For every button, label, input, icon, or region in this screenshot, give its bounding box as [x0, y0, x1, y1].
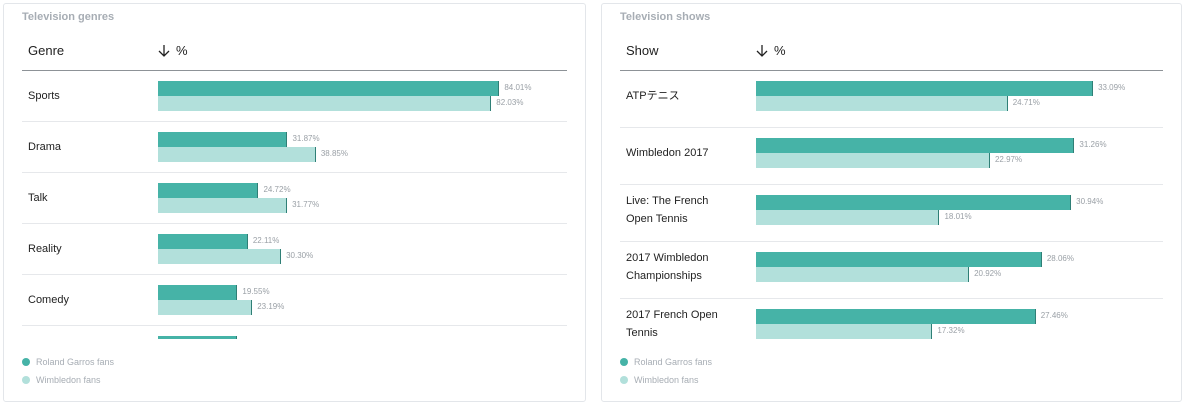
- category-label: 2017 French Open Tennis: [626, 309, 718, 339]
- bar-roland-garros: [158, 132, 288, 147]
- table-row: ATPテニス 33.09% 24.71%: [620, 71, 1163, 128]
- category-label: Sports: [28, 90, 60, 102]
- bar-roland-garros: [756, 195, 1072, 210]
- genre-rows: Sports 84.01% 82.03% Drama 31.87% 38.85% Talk 2…: [22, 71, 567, 339]
- data-label: 82.03%: [496, 98, 524, 107]
- shows-panel: Television shows Show % ATPテニス 33.09% 24.7…: [601, 3, 1182, 402]
- arrow-down-icon: [158, 44, 170, 58]
- data-label: 33.09%: [1098, 83, 1126, 92]
- legend-label: Wimbledon fans: [634, 375, 699, 385]
- table-row: Wimbledon 2017 31.26% 22.97%: [620, 128, 1163, 185]
- bar-roland-garros: [756, 138, 1075, 153]
- data-label: 17.32%: [937, 326, 965, 335]
- bar-wimbledon: [756, 153, 990, 168]
- bar-wimbledon: [158, 249, 282, 264]
- table-row: Drama 31.87% 38.85%: [22, 122, 567, 173]
- data-label: 19.45%: [242, 338, 269, 339]
- percent-label: %: [176, 43, 188, 58]
- legend-item-wimbledon: Wimbledon fans: [22, 371, 114, 389]
- bar-roland-garros: [158, 81, 500, 96]
- bar-wimbledon: [158, 96, 492, 111]
- category-label: 2017 Wimbledon Championships: [626, 252, 709, 282]
- table-row: 2017 Wimbledon Championships 28.06% 20.92%: [620, 242, 1163, 299]
- category-label: Live: The French Open Tennis: [626, 195, 709, 225]
- data-label: 20.92%: [974, 269, 1002, 278]
- data-label: 22.97%: [994, 155, 1023, 164]
- data-label: 24.72%: [263, 185, 291, 194]
- category-label: Drama: [28, 141, 62, 153]
- data-label: 19.55%: [242, 287, 270, 296]
- data-label: 30.30%: [286, 251, 314, 260]
- data-label: 28.06%: [1046, 254, 1074, 263]
- legend-dot-icon: [620, 376, 628, 384]
- legend-label: Roland Garros fans: [634, 357, 713, 367]
- show-column-header: Show: [626, 43, 659, 58]
- data-label: 27.46%: [1040, 311, 1068, 320]
- table-header: Show %: [620, 36, 1163, 71]
- show-rows: ATPテニス 33.09% 24.71% Wimbledon 2017 31.26% 22…: [620, 71, 1163, 339]
- bar-wimbledon: [158, 198, 288, 213]
- data-label: 23.19%: [257, 302, 285, 311]
- bar-wimbledon: [756, 324, 933, 339]
- table-row: Live: The French Open Tennis 30.94% 18.01%: [620, 185, 1163, 242]
- percent-column-header[interactable]: %: [158, 43, 188, 58]
- data-label: 30.94%: [1076, 197, 1104, 206]
- bar-wimbledon: [756, 267, 970, 282]
- table-row: News19.45%: [22, 326, 567, 339]
- data-label: 31.26%: [1079, 140, 1107, 149]
- genres-panel: Television genres Genre % Sports 84.01% 82…: [3, 3, 586, 402]
- table-row: Talk 24.72% 31.77%: [22, 173, 567, 224]
- category-label: Comedy: [28, 294, 69, 306]
- bar-roland-garros: [756, 81, 1094, 96]
- arrow-down-icon: [756, 44, 768, 58]
- panel-title: Television shows: [620, 11, 711, 23]
- data-label: 31.77%: [292, 200, 320, 209]
- legend-dot-icon: [22, 376, 30, 384]
- data-label: 38.85%: [320, 149, 348, 158]
- legend: Roland Garros fans Wimbledon fans: [620, 353, 712, 389]
- genre-column-header: Genre: [28, 43, 65, 58]
- data-label: 24.71%: [1012, 98, 1040, 107]
- data-label: 84.01%: [504, 83, 532, 92]
- data-label: 31.87%: [292, 134, 320, 143]
- category-label: Talk: [28, 192, 48, 204]
- bar-roland-garros: [756, 309, 1036, 324]
- percent-label: %: [774, 43, 786, 58]
- panel-title: Television genres: [22, 11, 115, 23]
- bar-roland-garros: [756, 252, 1042, 267]
- legend-item-roland-garros: Roland Garros fans: [620, 353, 712, 371]
- legend: Roland Garros fans Wimbledon fans: [22, 353, 114, 389]
- table-row: 2017 French Open Tennis 27.46% 17.32%: [620, 299, 1163, 339]
- data-label: 22.11%: [252, 236, 280, 245]
- table-row: Sports 84.01% 82.03%: [22, 71, 567, 122]
- legend-item-roland-garros: Roland Garros fans: [22, 353, 114, 371]
- bar-wimbledon: [158, 147, 316, 162]
- legend-label: Roland Garros fans: [36, 357, 115, 367]
- bar-roland-garros: [158, 285, 238, 300]
- category-label: ATPテニス: [626, 90, 680, 102]
- table-row: Comedy 19.55% 23.19%: [22, 275, 567, 326]
- legend-item-wimbledon: Wimbledon fans: [620, 371, 712, 389]
- category-label: Reality: [28, 243, 62, 255]
- legend-dot-icon: [620, 358, 628, 366]
- bar-wimbledon: [756, 96, 1008, 111]
- table-row: Reality 22.11% 30.30%: [22, 224, 567, 275]
- table-header: Genre %: [22, 36, 567, 71]
- legend-dot-icon: [22, 358, 30, 366]
- bar-wimbledon: [756, 210, 940, 225]
- bar-wimbledon: [158, 300, 253, 315]
- bar-roland-garros: [158, 336, 238, 339]
- category-label: Wimbledon 2017: [626, 147, 709, 159]
- bar-roland-garros: [158, 183, 259, 198]
- percent-column-header[interactable]: %: [756, 43, 786, 58]
- data-label: 18.01%: [944, 212, 972, 221]
- legend-label: Wimbledon fans: [36, 375, 101, 385]
- bar-roland-garros: [158, 234, 248, 249]
